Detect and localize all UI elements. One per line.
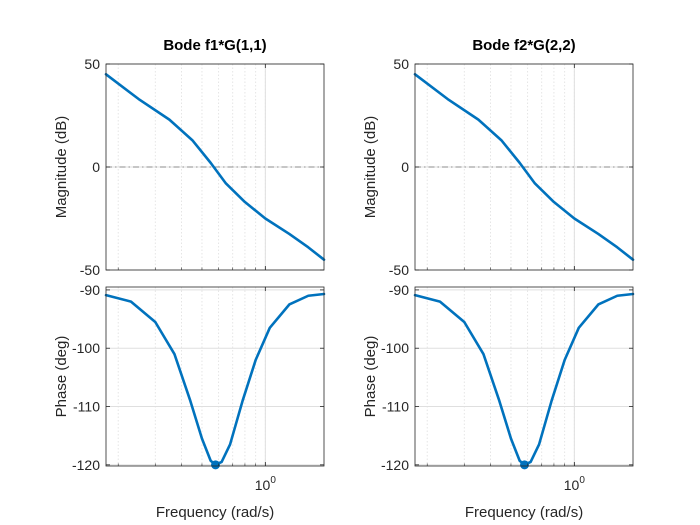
peak-marker — [211, 460, 221, 470]
y-axis-label: Phase (deg) — [53, 336, 70, 418]
y-tick-label: -50 — [389, 262, 409, 278]
subplot-2: 50 0 -50 Bode f2*G(2,2) Magnitude (dB) — [362, 37, 635, 278]
peak-marker — [520, 460, 530, 470]
axes-box — [414, 286, 634, 467]
axes-box — [105, 286, 325, 467]
y-tick-label: 50 — [393, 56, 409, 72]
y-tick-label: -90 — [389, 282, 409, 298]
plot-area — [106, 287, 324, 466]
y-tick-label: 0 — [92, 159, 100, 175]
y-axis-label: Phase (deg) — [362, 336, 379, 418]
series-line — [413, 73, 635, 262]
subplot-3: -90 -100 -110 -120 100 Phase (deg) Frequency (… — [53, 282, 326, 521]
x-axis-label: Frequency (rad/s) — [465, 504, 583, 521]
y-tick-label: 0 — [401, 159, 409, 175]
y-tick-label: -120 — [72, 457, 100, 473]
y-tick-label: -100 — [72, 340, 100, 356]
subplot-title: Bode f1*G(1,1) — [163, 37, 266, 54]
subplot-4: -90 -100 -110 -120 100 Phase (deg) Frequency (… — [362, 282, 635, 521]
y-tick-label: -90 — [80, 282, 100, 298]
y-tick-label: -110 — [382, 399, 409, 415]
x-tick-label: 100 — [564, 475, 586, 493]
y-tick-label: -100 — [381, 340, 409, 356]
x-axis-label: Frequency (rad/s) — [156, 504, 274, 521]
subplot-1: 50 0 -50 Bode f1*G(1,1) Magnitude (dB) — [53, 37, 326, 278]
y-axis-label: Magnitude (dB) — [53, 116, 70, 219]
subplot-title: Bode f2*G(2,2) — [472, 37, 575, 54]
plot-area — [415, 287, 633, 466]
y-tick-label: 50 — [84, 56, 100, 72]
y-axis-label: Magnitude (dB) — [362, 116, 379, 219]
y-tick-label: -120 — [381, 457, 409, 473]
y-tick-label: -110 — [73, 399, 100, 415]
y-tick-label: -50 — [80, 262, 100, 278]
x-tick-label: 100 — [255, 475, 277, 493]
series-line — [104, 73, 326, 262]
